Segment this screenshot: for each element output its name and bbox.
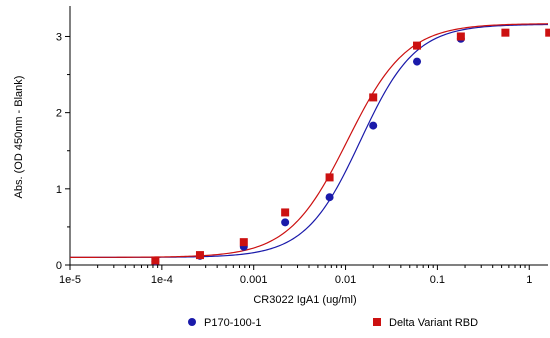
y-axis: 0 1 2 3 <box>56 6 71 272</box>
data-points <box>151 28 550 266</box>
point-series-2 <box>413 41 422 50</box>
x-tick-label: 0.001 <box>240 274 268 286</box>
point-series-2 <box>501 28 510 37</box>
x-tick-label: 0.1 <box>430 274 445 286</box>
point-series-1 <box>325 193 334 202</box>
point-series-2 <box>369 93 378 102</box>
y-tick-label: 0 <box>56 260 62 272</box>
x-tick-label: 1 <box>526 274 532 286</box>
y-axis-title: Abs. (OD 450nm - Blank) <box>13 76 25 199</box>
x-tick-label: 1e-5 <box>59 274 81 286</box>
fit-curves <box>70 23 549 258</box>
x-axis-title: CR3022 IgA1 (ug/ml) <box>253 294 356 306</box>
y-tick-label: 3 <box>56 31 62 43</box>
x-tick-label: 0.01 <box>335 274 356 286</box>
point-series-2 <box>151 256 160 265</box>
point-series-1 <box>369 121 378 130</box>
legend-label-2: Delta Variant RBD <box>389 317 478 329</box>
point-series-2 <box>545 28 550 37</box>
fit-curve-1 <box>70 23 549 258</box>
point-series-2 <box>325 173 334 182</box>
point-series-2 <box>456 32 465 41</box>
point-series-2 <box>239 238 248 247</box>
legend-marker-1 <box>188 318 196 326</box>
fit-curve-2 <box>70 23 549 258</box>
point-series-1 <box>281 218 290 227</box>
legend-marker-2 <box>373 318 381 326</box>
x-axis: 1e-5 1e-4 0.001 0.01 0.1 1 <box>59 264 548 286</box>
point-series-2 <box>195 251 204 260</box>
point-series-2 <box>281 208 290 217</box>
y-tick-label: 2 <box>56 108 62 120</box>
point-series-1 <box>413 57 422 66</box>
x-tick-label: 1e-4 <box>151 274 173 286</box>
y-tick-label: 1 <box>56 184 62 196</box>
legend-label-1: P170-100-1 <box>204 317 262 329</box>
legend: P170-100-1 Delta Variant RBD <box>188 317 478 329</box>
